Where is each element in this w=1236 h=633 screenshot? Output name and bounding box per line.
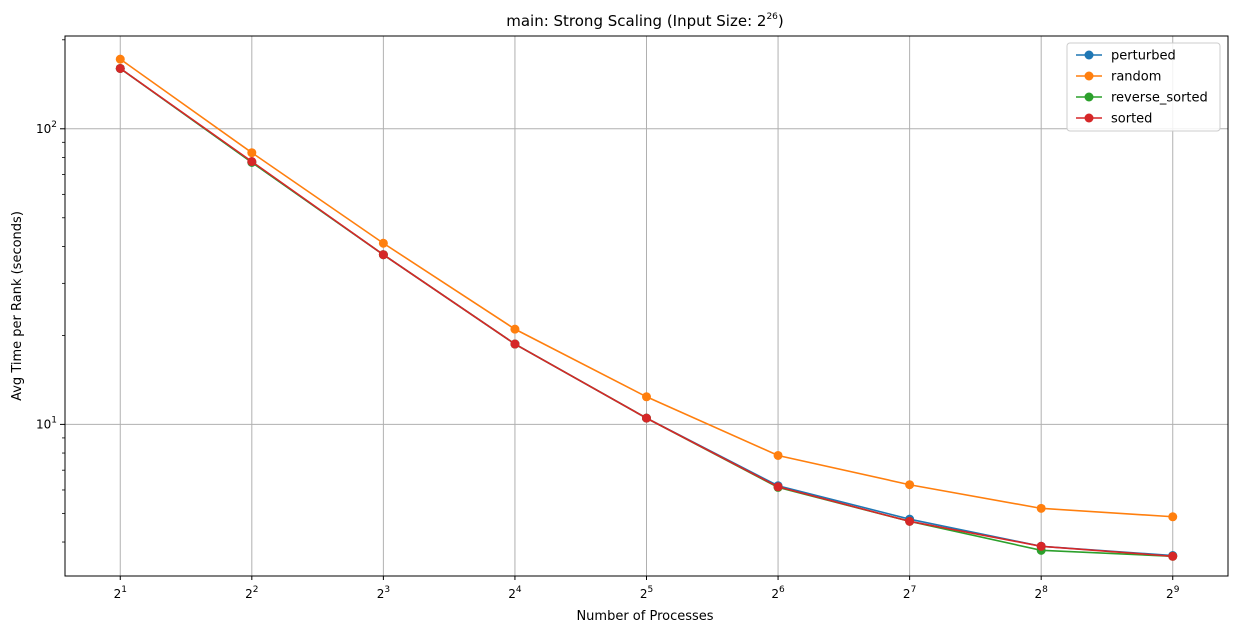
legend-label: perturbed <box>1111 49 1176 64</box>
x-tick-label: 21 <box>114 585 127 601</box>
x-axis-label: Number of Processes <box>576 609 713 624</box>
data-point <box>247 157 257 167</box>
series-sorted <box>115 63 1178 561</box>
data-point <box>115 63 125 73</box>
legend-item-reverse-sorted: reverse_sorted <box>1076 91 1208 106</box>
data-point <box>510 324 520 334</box>
data-point <box>1036 503 1046 513</box>
x-tick-label: 26 <box>771 585 785 601</box>
data-point <box>1168 512 1178 522</box>
x-axis-ticks: 21 22 23 24 25 26 27 28 29 <box>114 576 1180 601</box>
data-point <box>905 480 915 490</box>
legend-swatch-marker <box>1084 92 1094 102</box>
series-layer <box>115 54 1178 561</box>
data-point <box>115 54 125 64</box>
data-point <box>773 482 783 492</box>
legend-label: random <box>1111 70 1161 85</box>
y-tick-label: 102 <box>36 120 57 136</box>
legend-swatch-marker <box>1084 71 1094 81</box>
data-point <box>905 516 915 526</box>
x-tick-label: 29 <box>1166 585 1180 601</box>
legend-item-random: random <box>1076 70 1161 85</box>
data-point <box>642 392 651 402</box>
data-point <box>247 148 257 158</box>
y-axis-label: Avg Time per Rank (seconds) <box>10 211 25 401</box>
x-tick-label: 27 <box>903 585 916 601</box>
y-tick-label: 101 <box>36 415 57 431</box>
x-tick-label: 24 <box>508 585 522 601</box>
y-axis-ticks: 101 102 <box>36 120 65 431</box>
legend-label: sorted <box>1111 112 1152 127</box>
x-tick-label: 28 <box>1034 585 1048 601</box>
legend-swatch-marker <box>1084 50 1094 60</box>
data-point <box>642 413 651 423</box>
data-point <box>378 250 388 260</box>
legend-swatch-marker <box>1084 113 1094 123</box>
legend-item-perturbed: perturbed <box>1076 49 1176 64</box>
x-tick-label: 23 <box>377 585 390 601</box>
legend-label: reverse_sorted <box>1111 91 1208 106</box>
legend-box <box>1066 42 1221 132</box>
data-point <box>1168 551 1178 561</box>
x-tick-label: 25 <box>640 585 653 601</box>
data-point <box>773 450 783 460</box>
grid-lines <box>65 36 1228 576</box>
x-tick-label: 22 <box>245 585 258 601</box>
series-random <box>115 54 1178 522</box>
chart-title: main: Strong Scaling (Input Size: 226) <box>506 12 784 30</box>
data-point <box>510 339 520 349</box>
data-point <box>1036 541 1046 551</box>
data-point <box>378 238 388 248</box>
legend-item-sorted: sorted <box>1076 112 1152 127</box>
